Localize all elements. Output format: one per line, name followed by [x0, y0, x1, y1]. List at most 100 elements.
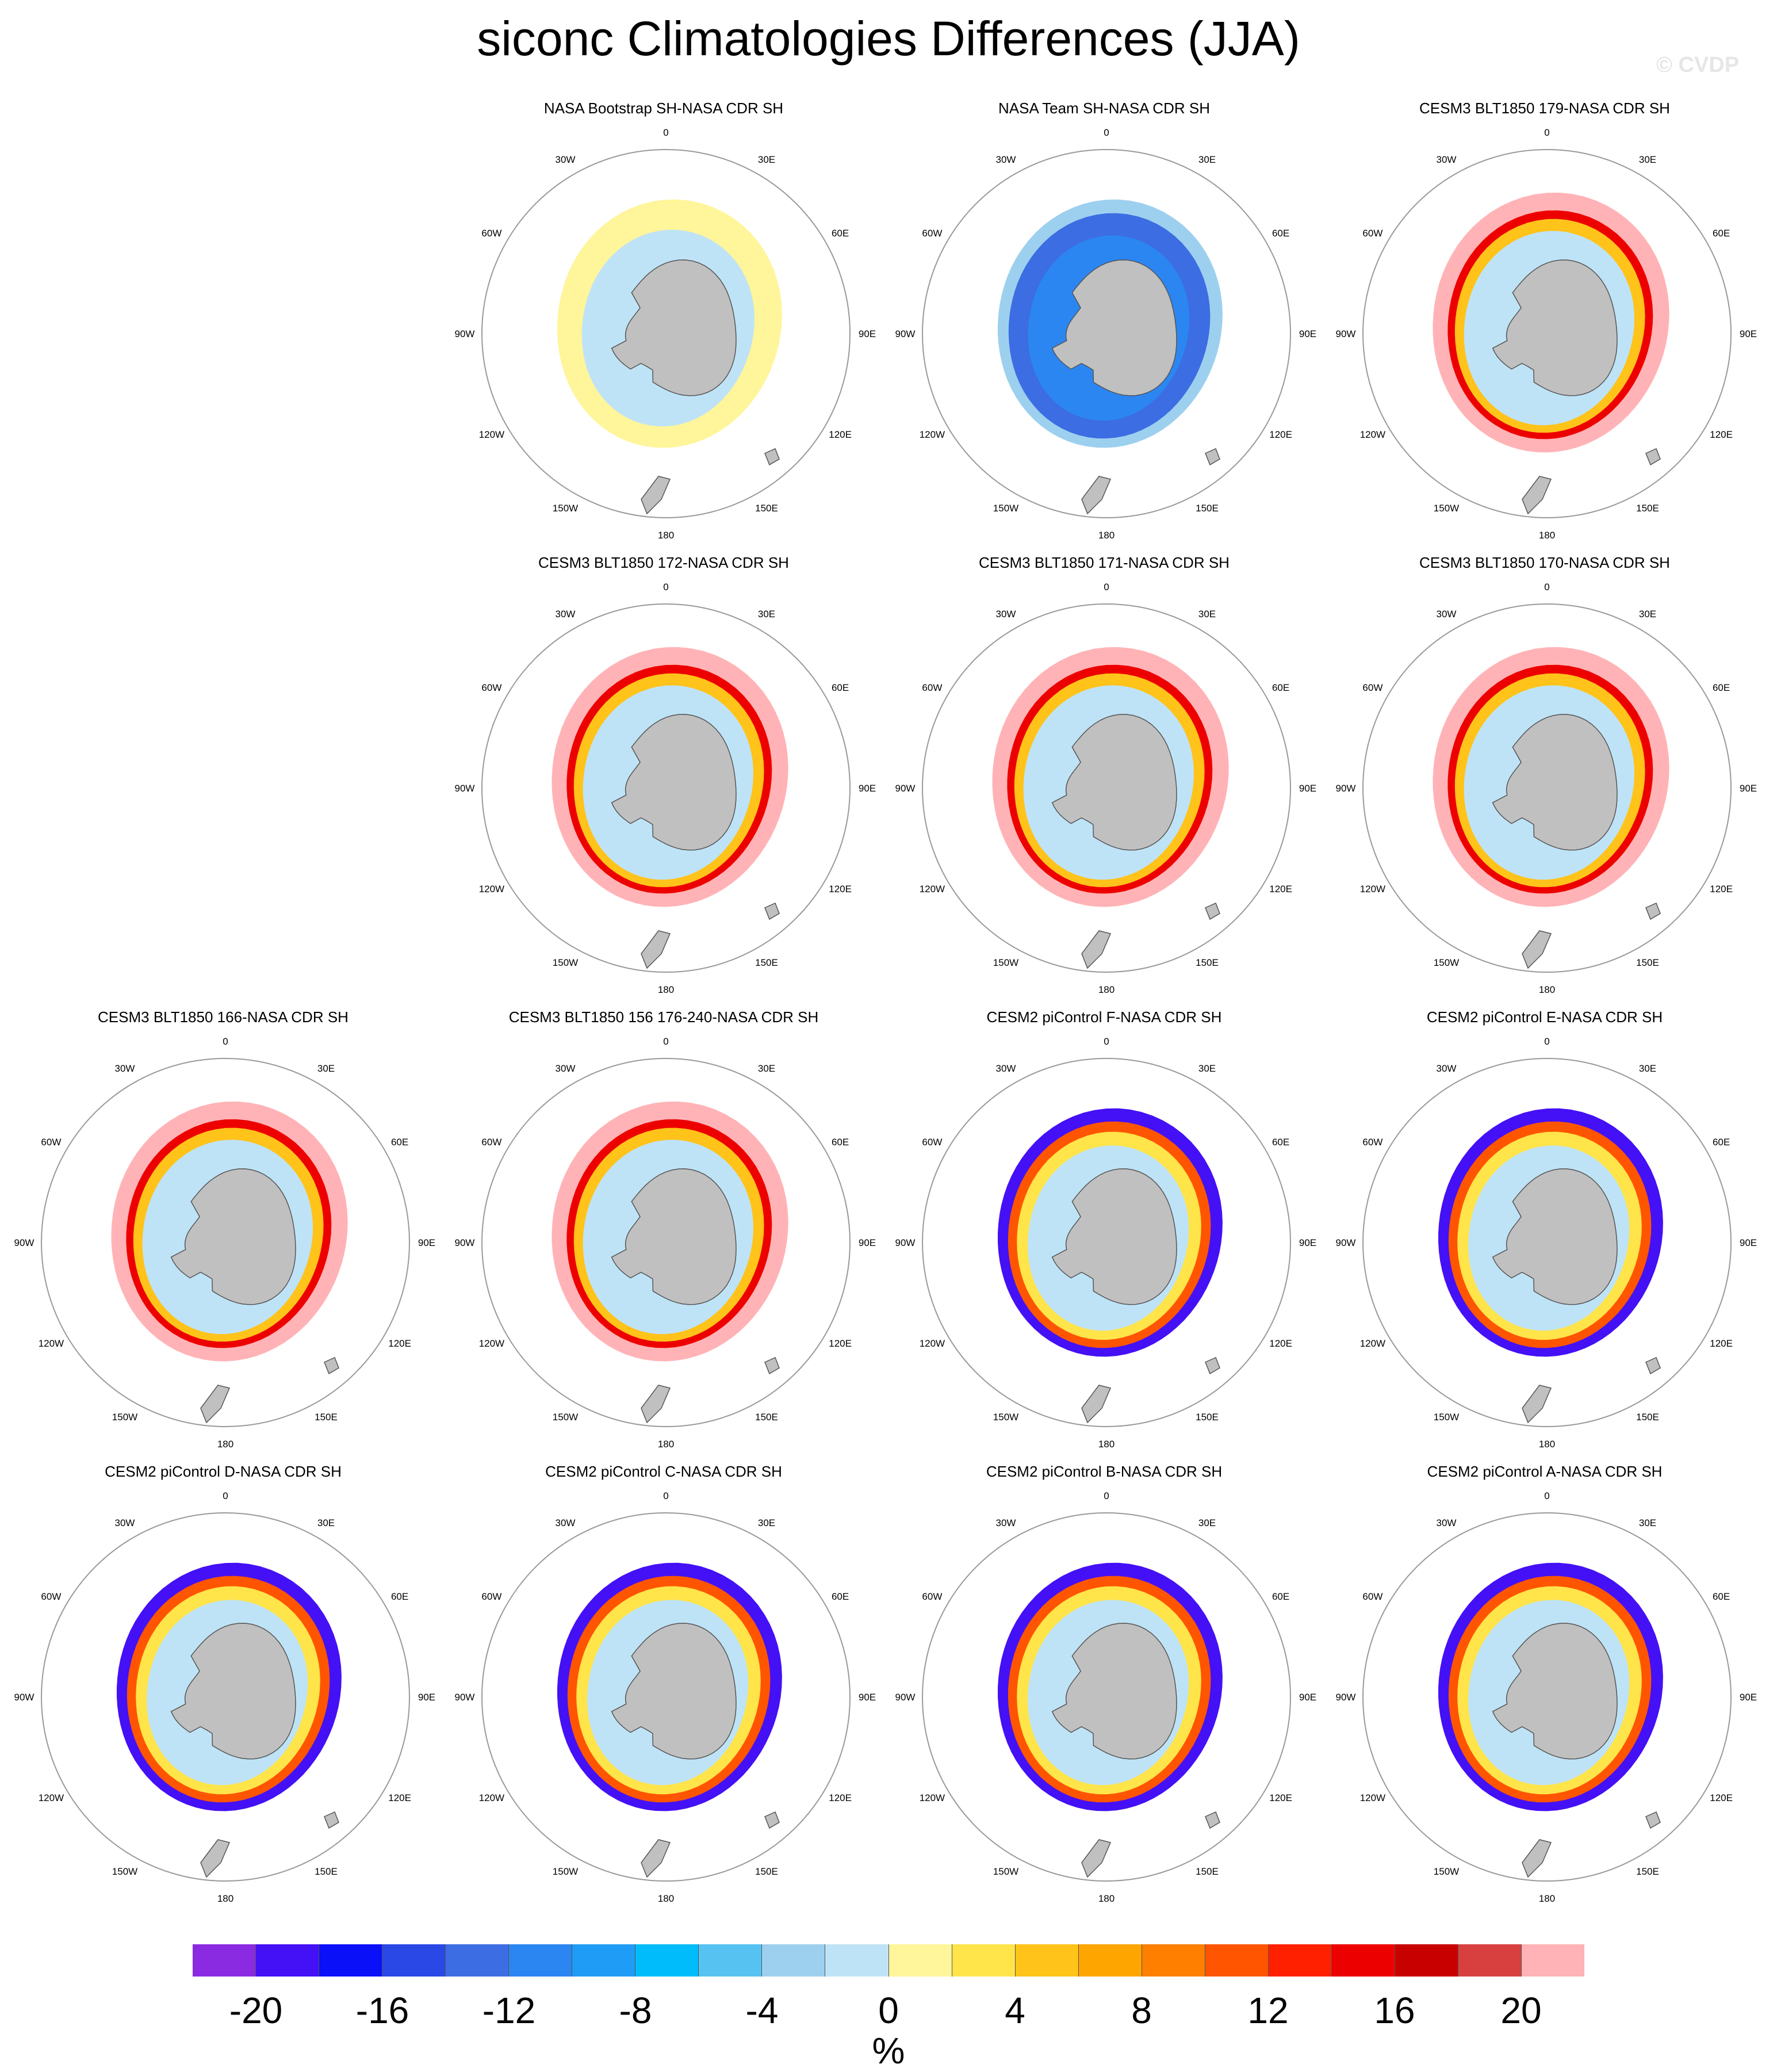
colorbar-box: [1205, 1944, 1269, 1977]
longitude-label: 60W: [1362, 1137, 1382, 1148]
map-panel: CESM2 piControl F-NASA CDR SH 0 30E 60E 90E 1…: [883, 1006, 1325, 1460]
new-zealand-landmass: [1081, 1839, 1112, 1878]
longitude-label: 60E: [1713, 682, 1730, 693]
colorbar-tick-label: -16: [355, 1990, 409, 2031]
longitude-label: 120W: [920, 1338, 945, 1349]
polar-stereographic-map: 0 30E 60E 90E 120E 150E 180 150W 120W 90W 60W 30W: [1336, 1490, 1757, 1904]
map-panel: NASA Bootstrap SH-NASA CDR SH 0 30E 60E 90E 1…: [443, 97, 884, 551]
antarctica-landmass: [1492, 714, 1618, 851]
longitude-label: 0: [223, 1490, 228, 1501]
longitude-label: 120E: [1269, 1338, 1292, 1349]
longitude-label: 120W: [920, 1792, 945, 1803]
longitude-label: 150E: [1196, 1412, 1219, 1423]
longitude-label: 60E: [1713, 228, 1730, 239]
colorbar-box: [1395, 1944, 1458, 1977]
longitude-label: 0: [1544, 127, 1549, 138]
longitude-label: 0: [663, 1036, 668, 1047]
colorbar-box: [825, 1944, 889, 1977]
colorbar-box: [193, 1944, 256, 1977]
figure-title: siconc Climatologies Differences (JJA): [477, 12, 1300, 66]
longitude-label: 30W: [556, 154, 576, 165]
panel-title: CESM3 BLT1850 179-NASA CDR SH: [1419, 100, 1670, 117]
longitude-label: 120E: [1269, 884, 1292, 894]
longitude-label: 0: [1104, 1036, 1109, 1047]
longitude-label: 150W: [993, 957, 1018, 968]
longitude-label: 30E: [758, 154, 775, 165]
longitude-label: 90E: [1740, 328, 1757, 339]
polar-stereographic-map: 0 30E 60E 90E 120E 150E 180 150W 120W 90W 60W 30W: [14, 1036, 436, 1450]
longitude-label: 120E: [829, 1338, 852, 1349]
longitude-label: 150E: [1196, 1866, 1219, 1877]
longitude-label: 120W: [479, 884, 504, 894]
antarctica-landmass: [170, 1168, 296, 1305]
longitude-label: 60E: [1713, 1137, 1730, 1148]
longitude-label: 60E: [1713, 1591, 1730, 1602]
longitude-label: 150E: [315, 1412, 338, 1423]
longitude-label: 60E: [1272, 228, 1289, 239]
antarctica-landmass: [611, 1168, 737, 1305]
longitude-label: 60W: [922, 1137, 942, 1148]
colorbar-box: [319, 1944, 383, 1977]
map-boundary-circle: [1362, 603, 1732, 973]
panel-title: CESM3 BLT1850 172-NASA CDR SH: [538, 554, 789, 571]
longitude-label: 60E: [832, 1591, 849, 1602]
longitude-label: 60W: [1362, 228, 1382, 239]
colorbar-box: [952, 1944, 1016, 1977]
longitude-label: 90W: [14, 1237, 35, 1248]
longitude-label: 120W: [39, 1338, 64, 1349]
longitude-label: 30E: [1198, 1063, 1216, 1074]
map-panel: CESM3 BLT1850 166-NASA CDR SH 0 30E 60E 90E 1…: [2, 1006, 444, 1460]
map-boundary-circle: [481, 603, 851, 973]
panel-title: CESM2 piControl C-NASA CDR SH: [545, 1463, 782, 1480]
antarctica-landmass: [1051, 259, 1177, 396]
longitude-label: 120W: [1360, 884, 1385, 894]
colorbar-units: %: [872, 2030, 905, 2071]
longitude-label: 30E: [1639, 609, 1656, 620]
longitude-label: 60W: [1362, 682, 1382, 693]
longitude-label: 30W: [996, 154, 1016, 165]
longitude-label: 180: [1539, 530, 1555, 541]
longitude-label: 30W: [996, 609, 1016, 620]
longitude-label: 30E: [758, 1063, 775, 1074]
colorbar-box: [509, 1944, 573, 1977]
longitude-label: 150W: [112, 1866, 137, 1877]
colorbar-tick-label: 20: [1500, 1990, 1542, 2031]
longitude-label: 30W: [1437, 609, 1457, 620]
longitude-label: 30E: [1198, 1517, 1216, 1528]
tasmania-landmass: [1645, 1811, 1661, 1829]
longitude-label: 150E: [1636, 503, 1659, 514]
longitude-label: 0: [223, 1036, 228, 1047]
longitude-label: 120W: [39, 1792, 64, 1803]
map-panel: NASA Team SH-NASA CDR SH 0 30E 60E 90E 120E 15…: [883, 97, 1325, 551]
longitude-label: 150E: [1196, 503, 1219, 514]
longitude-label: 90W: [455, 783, 475, 794]
antarctica-landmass: [1492, 1623, 1618, 1760]
longitude-label: 150E: [1636, 957, 1659, 968]
longitude-label: 90E: [1740, 1692, 1757, 1703]
tasmania-landmass: [1205, 1356, 1220, 1375]
longitude-label: 180: [658, 1893, 674, 1904]
tasmania-landmass: [764, 1356, 780, 1375]
map-boundary-circle: [1362, 149, 1732, 518]
longitude-label: 0: [1544, 1036, 1549, 1047]
polar-stereographic-map: 0 30E 60E 90E 120E 150E 180 150W 120W 90W 60W 30W: [1336, 127, 1757, 541]
panel-title: CESM3 BLT1850 170-NASA CDR SH: [1419, 554, 1670, 571]
new-zealand-landmass: [641, 1385, 671, 1424]
longitude-label: 150W: [1434, 503, 1459, 514]
map-boundary-circle: [481, 1058, 851, 1427]
panel-title: CESM3 BLT1850 166-NASA CDR SH: [98, 1008, 348, 1026]
colorbar-tick-label: 0: [878, 1990, 899, 2031]
longitude-label: 180: [217, 1893, 233, 1904]
longitude-label: 30W: [115, 1517, 135, 1528]
colorbar-box: [1142, 1944, 1205, 1977]
longitude-label: 60E: [1272, 1137, 1289, 1148]
longitude-label: 120E: [388, 1792, 411, 1803]
map-panel: CESM2 piControl E-NASA CDR SH 0 30E 60E 90E 1…: [1324, 1006, 1765, 1460]
antarctica-landmass: [170, 1623, 296, 1760]
longitude-label: 120W: [920, 429, 945, 440]
colorbar-box: [888, 1944, 952, 1977]
colorbar-box: [446, 1944, 510, 1977]
tasmania-landmass: [1645, 902, 1661, 920]
longitude-label: 150E: [755, 957, 778, 968]
longitude-label: 60W: [922, 1591, 942, 1602]
